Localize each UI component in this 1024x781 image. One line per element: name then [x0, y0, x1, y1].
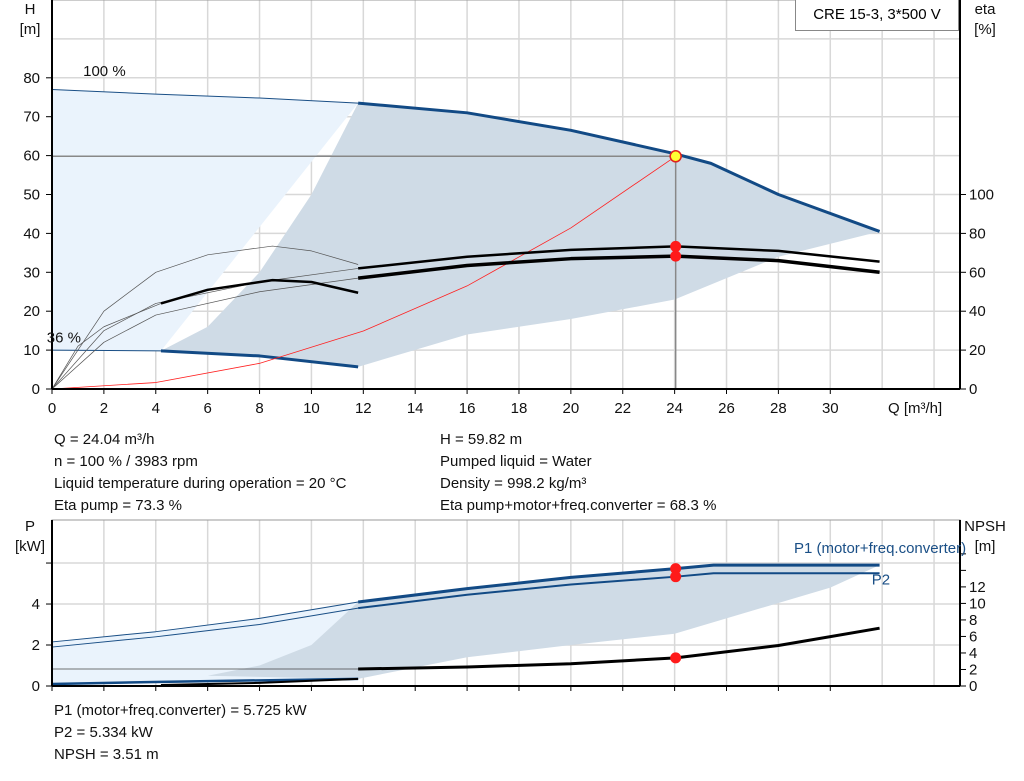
y2-tick-label: 100	[969, 187, 994, 204]
area-operating-range	[160, 103, 880, 367]
series-eta-total-thin	[51, 277, 359, 390]
series-h-36-	[160, 349, 359, 369]
series-p-36-blue	[51, 677, 359, 686]
info-speed: n = 100 % / 3983 rpm	[54, 453, 198, 470]
legend-box: CRE 15-3, 3*500 V	[795, 0, 959, 31]
x-tick-label: 30	[822, 400, 839, 417]
series-p1-thin	[51, 601, 359, 643]
info-flow: Q = 24.04 m³/h	[54, 431, 155, 448]
curve-label: 36 %	[47, 329, 81, 346]
info-p1: P1 (motor+freq.converter) = 5.725 kW	[54, 702, 307, 719]
curve-label: P1 (motor+freq.converter)	[794, 540, 966, 557]
operating-point-marker	[670, 563, 682, 575]
y2-tick-label: 12	[969, 579, 986, 596]
y-tick-label: 4	[32, 596, 40, 613]
x-axis-label: Q [m³/h]	[888, 400, 942, 417]
series-eta-max-thin	[51, 245, 359, 390]
info-density: Density = 998.2 kg/m³	[440, 475, 587, 492]
y-axis-unit: [kW]	[15, 538, 45, 555]
y2-axis-unit: [m]	[975, 538, 996, 555]
x-tick-label: 12	[355, 400, 372, 417]
operating-point-marker	[670, 240, 682, 252]
y2-axis-label: NPSH	[964, 518, 1006, 535]
series-h-100-thin	[51, 88, 359, 104]
series-eta-pump-thin	[51, 268, 359, 390]
x-tick-label: 2	[100, 400, 108, 417]
y-tick-label: 2	[32, 637, 40, 654]
y2-tick-label: 10	[969, 595, 986, 612]
x-tick-label: 14	[407, 400, 424, 417]
y2-tick-label: 8	[969, 612, 977, 629]
y-tick-label: 20	[23, 303, 40, 320]
y-tick-label: 0	[32, 381, 40, 398]
series-npsh	[358, 626, 880, 671]
series-p2	[358, 572, 880, 610]
series-eta-pump	[357, 245, 880, 270]
series-system-curve	[51, 155, 676, 390]
info-top-left: Q = 24.04 m³/h n = 100 % / 3983 rpm Liqu…	[54, 429, 346, 517]
series-eta-36-	[160, 278, 359, 305]
y2-tick-label: 0	[969, 381, 977, 398]
info-top-right: H = 59.82 m Pumped liquid = Water Densit…	[440, 429, 716, 517]
info-npsh: NPSH = 3.51 m	[54, 746, 159, 763]
x-tick-label: 28	[770, 400, 787, 417]
curve-label: P2	[872, 572, 890, 589]
operating-point-marker	[670, 652, 682, 664]
y2-axis-label: eta	[975, 1, 997, 18]
y-axis-unit: [m]	[20, 21, 41, 38]
y-axis-label: P	[25, 518, 35, 535]
y2-tick-label: 4	[969, 645, 977, 662]
curve-label: 100 %	[83, 63, 126, 80]
info-head: H = 59.82 m	[440, 431, 523, 448]
y-tick-label: 0	[32, 678, 40, 695]
x-tick-label: 24	[666, 400, 683, 417]
x-tick-label: 26	[718, 400, 735, 417]
x-tick-label: 4	[152, 400, 160, 417]
y-tick-label: 30	[23, 264, 40, 281]
x-tick-label: 18	[511, 400, 528, 417]
y2-tick-label: 2	[969, 661, 977, 678]
x-tick-label: 10	[303, 400, 320, 417]
y-tick-label: 60	[23, 148, 40, 165]
info-eta-total: Eta pump+motor+freq.converter = 68.3 %	[440, 497, 717, 514]
y-tick-label: 80	[23, 70, 40, 87]
operating-point-marker	[670, 250, 682, 262]
series-p1-motor-freq-converter-	[357, 563, 880, 604]
x-tick-label: 16	[459, 400, 476, 417]
x-tick-label: 0	[48, 400, 56, 417]
y-axis-label: H	[25, 1, 36, 18]
series-h-36-thin	[51, 349, 161, 352]
info-temperature: Liquid temperature during operation = 20…	[54, 475, 347, 492]
operating-point-marker	[670, 571, 682, 583]
x-tick-label: 8	[255, 400, 263, 417]
info-liquid: Pumped liquid = Water	[440, 453, 592, 470]
y2-tick-label: 6	[969, 628, 977, 645]
y-tick-label: 70	[23, 109, 40, 126]
y-tick-label: 10	[23, 342, 40, 359]
y2-tick-label: 0	[969, 678, 977, 695]
y2-tick-label: 60	[969, 264, 986, 281]
y2-tick-label: 20	[969, 342, 986, 359]
x-tick-label: 6	[203, 400, 211, 417]
x-tick-label: 22	[614, 400, 631, 417]
x-tick-label: 20	[563, 400, 580, 417]
series-eta-total	[357, 254, 880, 280]
y2-axis-unit: [%]	[974, 21, 996, 38]
y-tick-label: 40	[23, 225, 40, 242]
y2-tick-label: 80	[969, 225, 986, 242]
series-p-36-black	[160, 677, 359, 686]
series-p2-thin	[51, 607, 359, 648]
info-bottom: P1 (motor+freq.converter) = 5.725 kW P2 …	[54, 700, 307, 766]
info-eta-pump: Eta pump = 73.3 %	[54, 497, 182, 514]
y2-tick-label: 40	[969, 303, 986, 320]
area-light-range	[52, 89, 359, 351]
area-operating-range	[207, 565, 880, 679]
info-p2: P2 = 5.334 kW	[54, 724, 153, 741]
duty-point-marker	[669, 150, 682, 163]
y-tick-label: 50	[23, 187, 40, 204]
series-eta-36-thin	[51, 303, 162, 390]
